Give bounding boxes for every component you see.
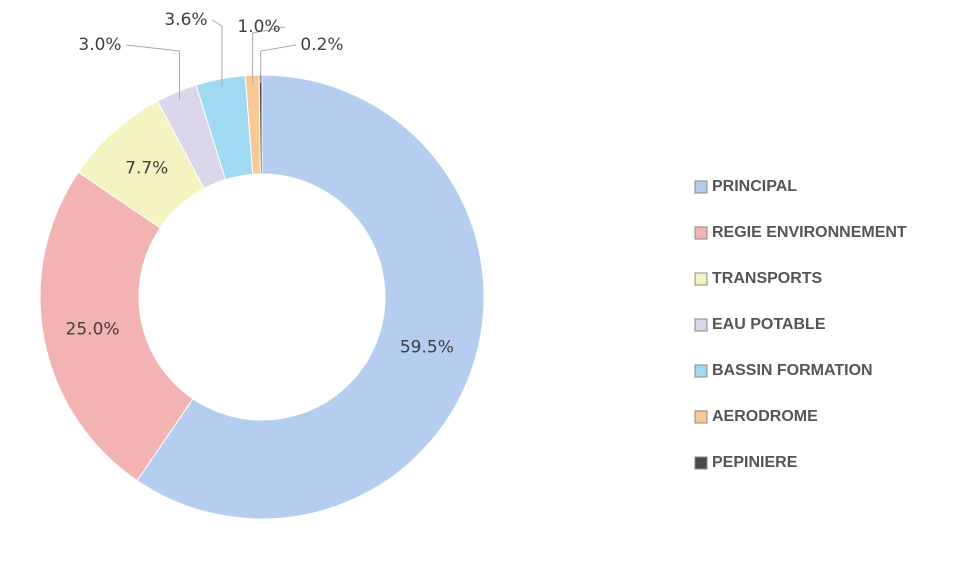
legend-swatch xyxy=(694,410,708,424)
donut-segment xyxy=(258,74,263,175)
donut-segment xyxy=(136,74,485,520)
data-label: 59.5% xyxy=(400,338,454,358)
leader-line xyxy=(211,19,223,87)
legend-label: PRINCIPAL xyxy=(712,178,797,195)
legend-swatch xyxy=(694,226,708,240)
data-label: 1.0% xyxy=(237,17,280,37)
data-label: 3.0% xyxy=(78,35,121,55)
data-label: 0.2% xyxy=(300,35,343,55)
legend-label: REGIE ENVIRONNEMENT xyxy=(712,224,907,241)
legend-label: PEPINIERE xyxy=(712,454,798,471)
donut-segment xyxy=(39,171,194,482)
leader-line xyxy=(260,44,297,84)
legend-swatch xyxy=(694,318,708,332)
data-label: 25.0% xyxy=(66,319,120,339)
legend-swatch xyxy=(694,272,708,286)
legend-swatch xyxy=(694,180,708,194)
data-label: 3.6% xyxy=(164,10,207,30)
leader-line xyxy=(252,26,286,84)
leader-line xyxy=(125,44,180,100)
legend-label: AERODROME xyxy=(712,408,818,425)
legend-label: EAU POTABLE xyxy=(712,316,826,333)
legend-label: BASSIN FORMATION xyxy=(712,362,873,379)
data-label: 7.7% xyxy=(125,159,168,179)
legend-label: TRANSPORTS xyxy=(712,270,823,287)
legend-swatch xyxy=(694,456,708,470)
legend-swatch xyxy=(694,364,708,378)
